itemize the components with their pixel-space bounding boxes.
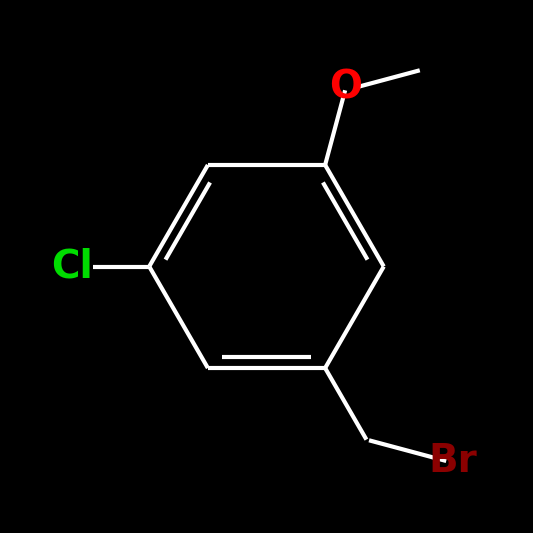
Text: O: O xyxy=(329,69,361,107)
Text: Cl: Cl xyxy=(51,247,93,286)
Text: Br: Br xyxy=(429,442,478,480)
